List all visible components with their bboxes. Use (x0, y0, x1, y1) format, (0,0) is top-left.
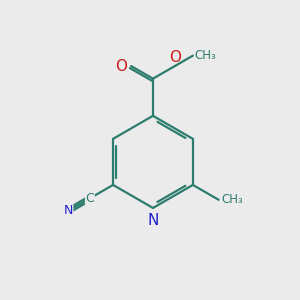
Text: N: N (63, 204, 73, 218)
Text: CH₃: CH₃ (222, 193, 243, 206)
Text: N: N (147, 213, 159, 228)
Text: CH₃: CH₃ (194, 49, 216, 62)
Text: O: O (115, 58, 127, 74)
Text: O: O (169, 50, 181, 64)
Text: C: C (85, 192, 94, 205)
